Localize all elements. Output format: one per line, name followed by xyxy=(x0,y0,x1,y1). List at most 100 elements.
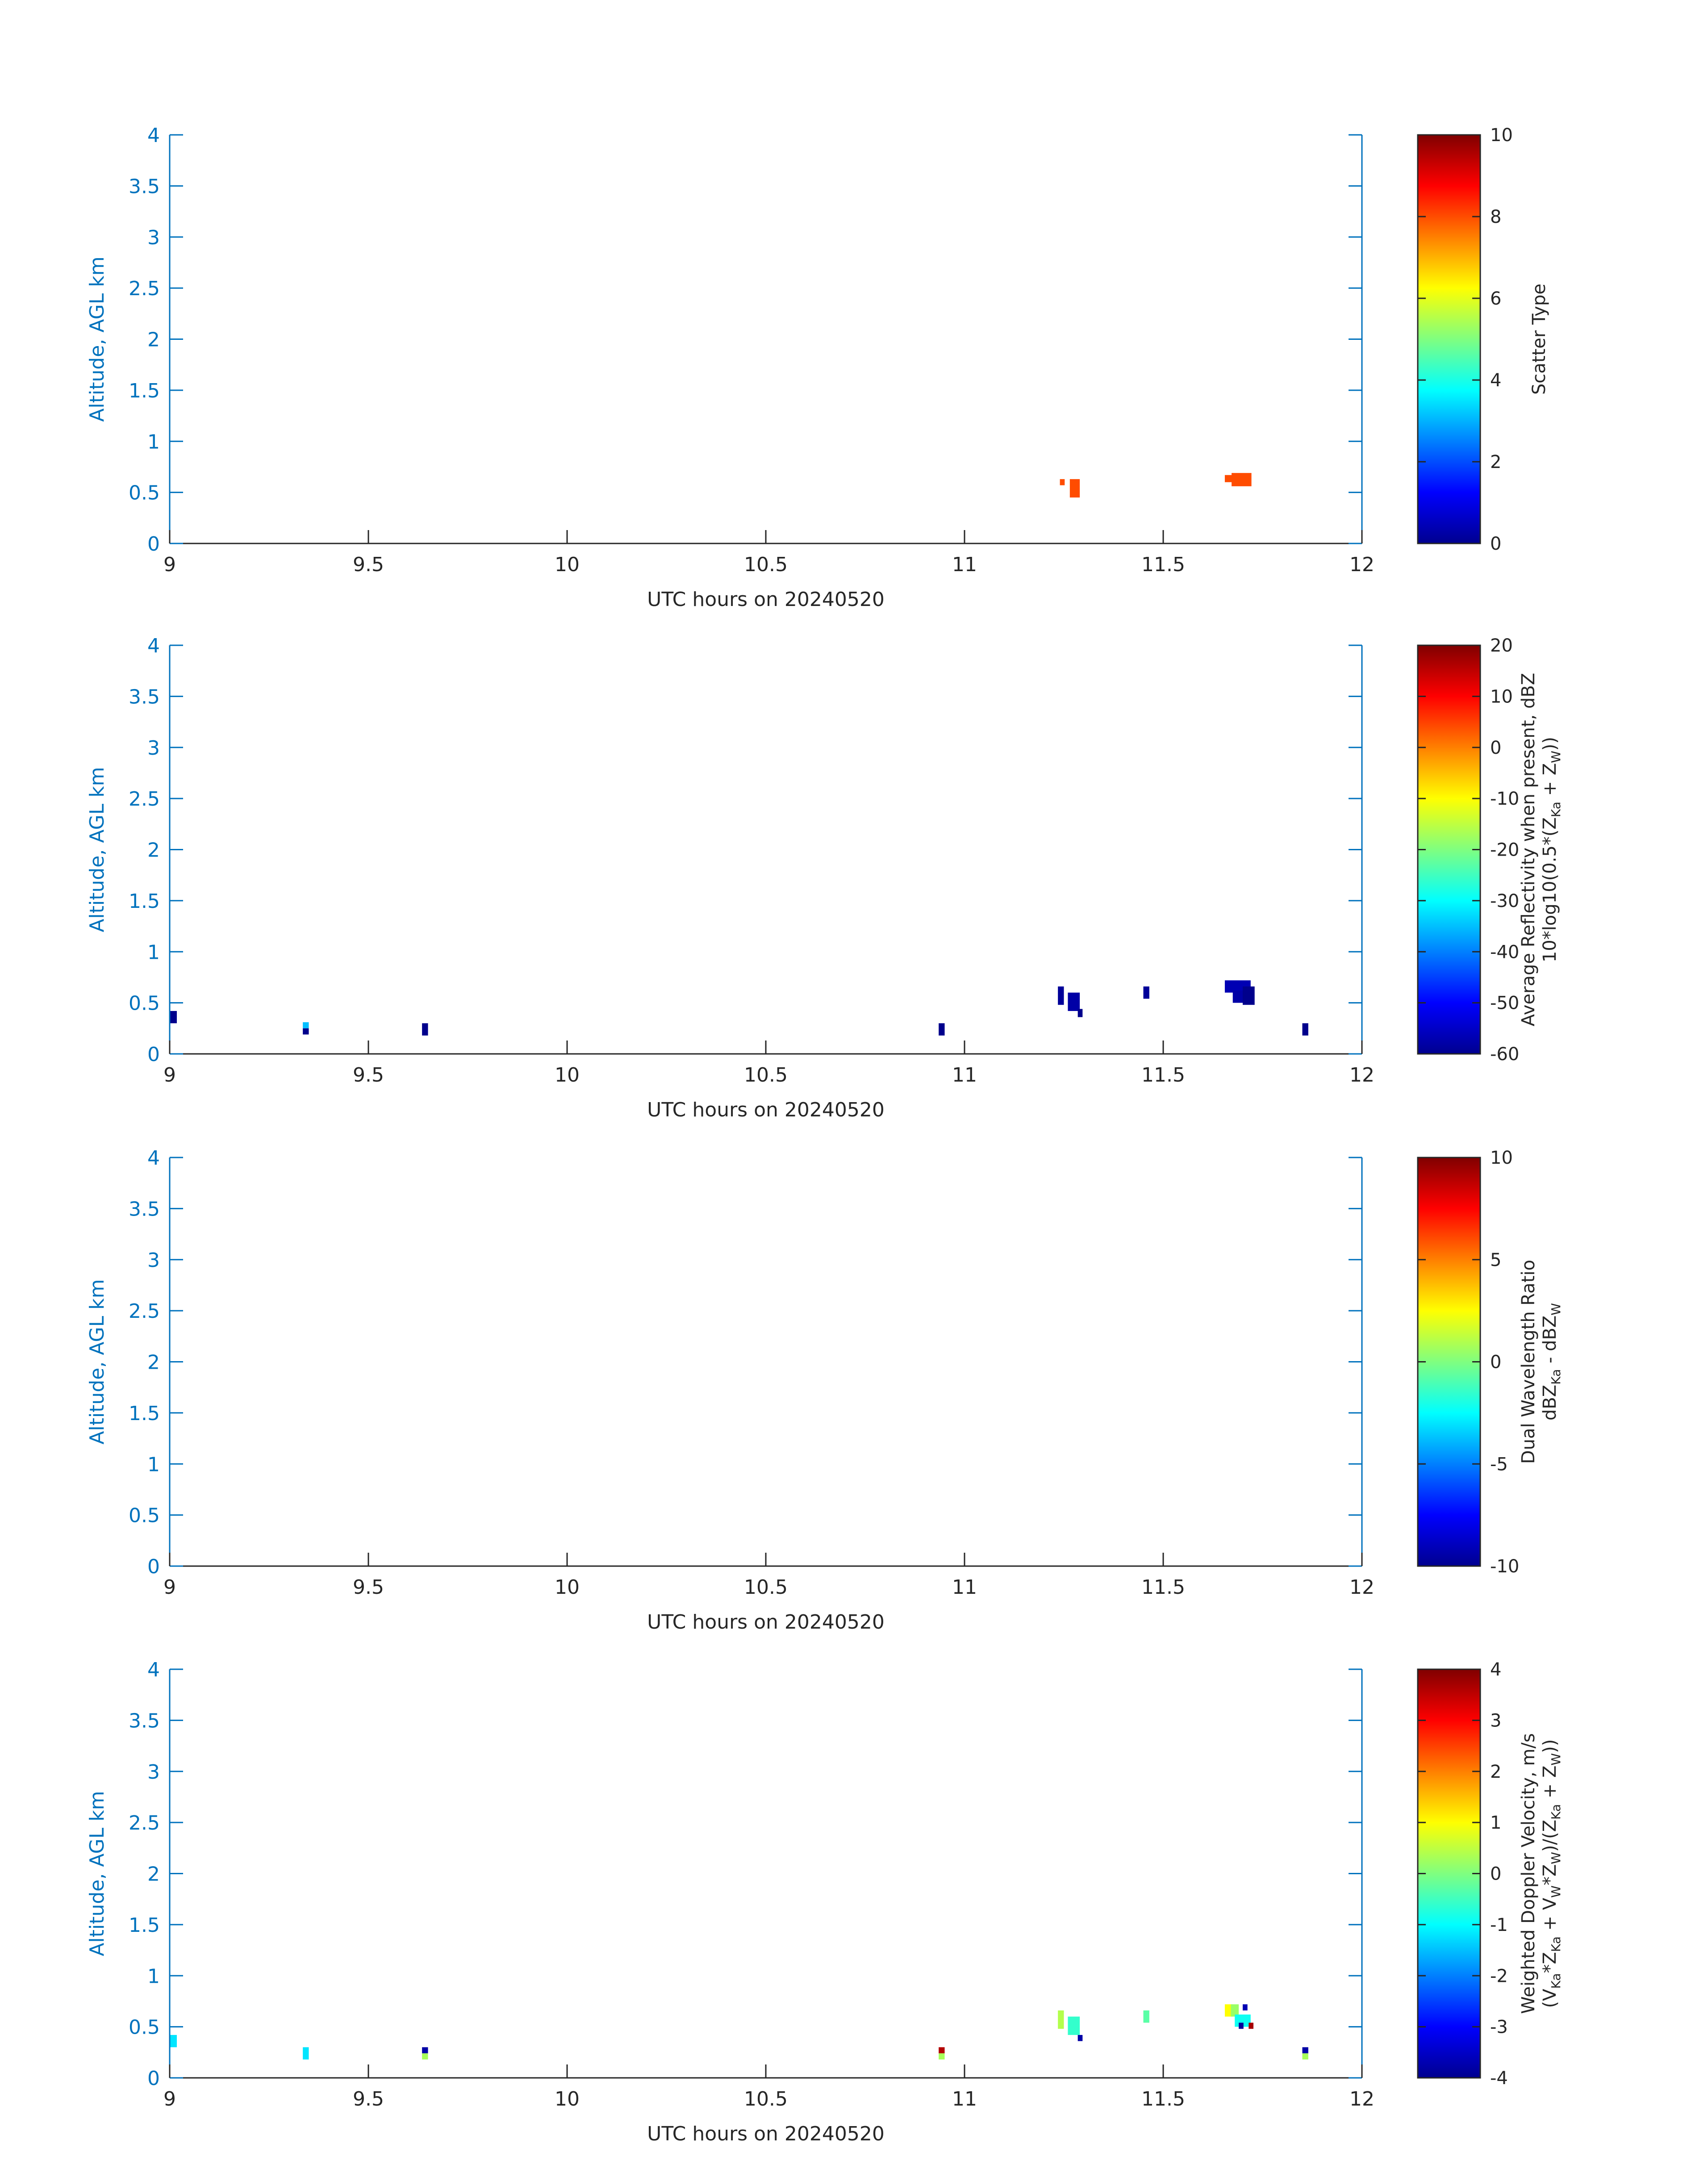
data-cell xyxy=(170,1011,177,1024)
data-cell xyxy=(1249,2022,1254,2029)
x-axis-label: UTC hours on 20240520 xyxy=(647,1611,885,1634)
colorbar-label: Average Reflectivity when present, dBZ xyxy=(1518,673,1539,1026)
x-tick-label: 9 xyxy=(163,1576,176,1599)
data-cell xyxy=(1068,2016,1080,2035)
colorbar-tick-label: -30 xyxy=(1490,891,1519,911)
data-cell xyxy=(1224,475,1233,482)
colorbar xyxy=(1417,644,1481,1055)
y-tick-label: 1.5 xyxy=(129,890,160,913)
colorbar xyxy=(1417,1668,1481,2079)
colorbar-tick-label: 1 xyxy=(1490,1813,1501,1833)
y-axis-label: Altitude, AGL km xyxy=(86,767,109,932)
y-tick-label: 3 xyxy=(147,1761,160,1784)
y-tick-label: 1 xyxy=(147,1453,160,1476)
x-tick-label: 10.5 xyxy=(744,2088,788,2110)
data-cell xyxy=(1243,986,1255,1005)
x-tick-label: 9 xyxy=(163,553,176,576)
colorbar-tick-label: 20 xyxy=(1490,635,1513,656)
y-tick-label: 2 xyxy=(147,839,160,862)
colorbar-tick-label: 4 xyxy=(1490,1659,1501,1680)
y-tick-label: 3 xyxy=(147,1249,160,1272)
y-tick-label: 2 xyxy=(147,329,160,351)
x-tick-label: 11.5 xyxy=(1141,2088,1185,2110)
x-tick-label: 11 xyxy=(952,553,977,576)
x-tick-label: 12 xyxy=(1349,553,1374,576)
data-cell xyxy=(1068,992,1080,1011)
x-tick-label: 10 xyxy=(555,1576,580,1599)
y-tick-label: 3.5 xyxy=(129,1709,160,1732)
x-axis-label: UTC hours on 20240520 xyxy=(647,588,885,611)
data-cell xyxy=(303,1028,309,1035)
data-cell xyxy=(939,1023,945,1036)
colorbar-tick-label: 2 xyxy=(1490,1762,1501,1782)
colorbar-tick-label: 10 xyxy=(1490,1148,1513,1168)
colorbar-tick-label: 8 xyxy=(1490,207,1501,227)
x-tick-label: 9 xyxy=(163,2088,176,2110)
y-tick-label: 0 xyxy=(147,2067,160,2090)
colorbar-tick-label: -4 xyxy=(1490,2068,1508,2089)
y-tick-label: 1 xyxy=(147,430,160,453)
y-tick-label: 3 xyxy=(147,226,160,249)
y-tick-label: 3.5 xyxy=(129,685,160,708)
y-tick-label: 1.5 xyxy=(129,1402,160,1425)
y-tick-label: 3.5 xyxy=(129,1198,160,1220)
colorbar-tick-label: 0 xyxy=(1490,1864,1501,1885)
x-tick-label: 12 xyxy=(1349,2088,1374,2110)
x-tick-label: 11 xyxy=(952,1576,977,1599)
data-cell xyxy=(422,2053,428,2060)
data-cell xyxy=(303,1022,309,1028)
x-tick-label: 9.5 xyxy=(353,1064,384,1086)
data-cell xyxy=(1077,2035,1083,2041)
data-cell xyxy=(303,2047,309,2060)
x-tick-label: 12 xyxy=(1349,1576,1374,1599)
colorbar-tick-label: 2 xyxy=(1490,452,1501,472)
y-tick-label: 2.5 xyxy=(129,1812,160,1834)
data-cell xyxy=(1302,2047,1308,2054)
data-cell xyxy=(1069,479,1080,498)
y-axis-label: Altitude, AGL km xyxy=(86,1791,109,1956)
colorbar-tick-label: 10 xyxy=(1490,125,1513,146)
y-tick-label: 0.5 xyxy=(129,1504,160,1527)
x-tick-label: 9 xyxy=(163,1064,176,1086)
colorbar-tick-label: 3 xyxy=(1490,1710,1501,1731)
y-tick-label: 4 xyxy=(147,1659,160,1681)
x-tick-label: 11.5 xyxy=(1141,1576,1185,1599)
colorbar xyxy=(1417,134,1481,544)
x-tick-label: 11.5 xyxy=(1141,1064,1185,1086)
x-tick-label: 9.5 xyxy=(353,1576,384,1599)
colorbar-tick-label: -60 xyxy=(1490,1044,1519,1065)
colorbar-tick-label: 0 xyxy=(1490,738,1501,758)
colorbar-tick-label: -2 xyxy=(1490,1966,1508,1986)
colorbar-tick-label: -1 xyxy=(1490,1915,1508,1935)
data-cell xyxy=(1058,2010,1064,2029)
y-tick-label: 1.5 xyxy=(129,380,160,402)
data-cell xyxy=(1143,2010,1149,2023)
colorbar xyxy=(1417,1157,1481,1567)
data-cell xyxy=(1077,1009,1083,1017)
data-cell xyxy=(939,2047,945,2054)
x-tick-label: 11 xyxy=(952,1064,977,1086)
y-tick-label: 2.5 xyxy=(129,788,160,811)
x-tick-label: 10.5 xyxy=(744,1576,788,1599)
y-tick-label: 0.5 xyxy=(129,992,160,1015)
x-tick-label: 10 xyxy=(555,2088,580,2110)
colorbar-tick-label: -5 xyxy=(1490,1454,1508,1475)
colorbar-tick-label: 6 xyxy=(1490,288,1501,309)
x-axis-label: UTC hours on 20240520 xyxy=(647,1099,885,1121)
y-tick-label: 2.5 xyxy=(129,1300,160,1323)
colorbar-tick-label: 4 xyxy=(1490,370,1501,391)
data-cell xyxy=(1302,2053,1308,2060)
colorbar-tick-label: -10 xyxy=(1490,789,1519,809)
data-cell xyxy=(1143,986,1149,999)
x-tick-label: 12 xyxy=(1349,1064,1374,1086)
x-axis-label: UTC hours on 20240520 xyxy=(647,2123,885,2145)
x-tick-label: 11.5 xyxy=(1141,553,1185,576)
x-tick-label: 10.5 xyxy=(744,1064,788,1086)
colorbar-tick-label: -10 xyxy=(1490,1556,1519,1577)
y-axis-label: Altitude, AGL km xyxy=(86,1279,109,1444)
y-tick-label: 0.5 xyxy=(129,2016,160,2039)
